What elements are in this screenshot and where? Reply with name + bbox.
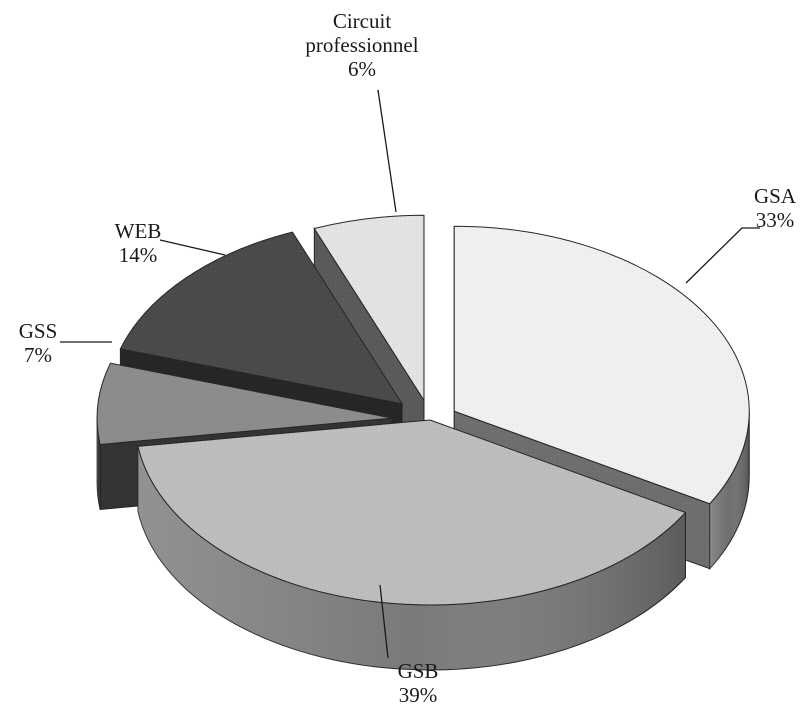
data-label-gsb-value: 39% [399, 683, 438, 707]
leader-line-web [159, 239, 226, 256]
data-label-gsb-name: GSB [398, 659, 439, 683]
pie-slice-gsb-top-texture [138, 420, 686, 605]
leader-line-gsb [379, 584, 389, 659]
pie-slice-gsb [137, 419, 687, 671]
pie-slice-gsa-top-texture [454, 226, 750, 504]
data-label-gss-name: GSS [19, 319, 58, 343]
data-label-gsa-name: GSA [754, 184, 797, 208]
data-label-circuit-professionnel-value: 6% [348, 57, 376, 81]
data-label-gss: GSS 7% [19, 319, 58, 367]
pie-slice-gss-top-texture [97, 363, 393, 445]
pie-slice-circuit-professionnel-top-texture [314, 215, 424, 401]
pie-slice-gsb-side-shade [138, 446, 686, 671]
data-label-gsb: GSB 39% [398, 659, 439, 707]
leader-line-circuit-professionnel [377, 89, 397, 213]
data-label-web: WEB 14% [115, 219, 162, 267]
data-label-circuit-professionnel-name: Circuit [333, 9, 391, 33]
data-label-web-name: WEB [115, 219, 162, 243]
pie-slice-gsa-side-shade [709, 411, 750, 569]
slices-layer [96, 214, 750, 671]
data-label-circuit-professionnel-name: professionnel [305, 33, 418, 57]
data-label-gsa-value: 33% [756, 208, 795, 232]
leader-line-gsa [685, 227, 760, 284]
data-label-gss-value: 7% [24, 343, 52, 367]
labels-layer: GSA 33% GSB 39% GSS 7% WEB 14% Circuit profession… [19, 9, 797, 707]
leader-lines-layer [60, 89, 760, 659]
data-label-circuit-professionnel: Circuit professionnel 6% [305, 9, 418, 81]
pie-slice-web-top-texture [120, 232, 403, 404]
data-label-web-value: 14% [119, 243, 158, 267]
data-label-gsa: GSA 33% [754, 184, 797, 232]
